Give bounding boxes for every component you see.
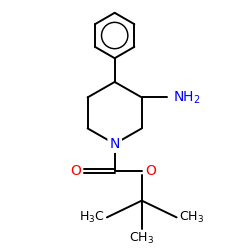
Text: O: O <box>70 164 81 178</box>
Text: O: O <box>145 164 156 178</box>
Text: N: N <box>110 137 120 151</box>
Text: NH$_2$: NH$_2$ <box>173 89 201 106</box>
Text: H$_3$C: H$_3$C <box>79 210 104 225</box>
Text: CH$_3$: CH$_3$ <box>129 231 154 246</box>
Text: CH$_3$: CH$_3$ <box>179 210 204 225</box>
